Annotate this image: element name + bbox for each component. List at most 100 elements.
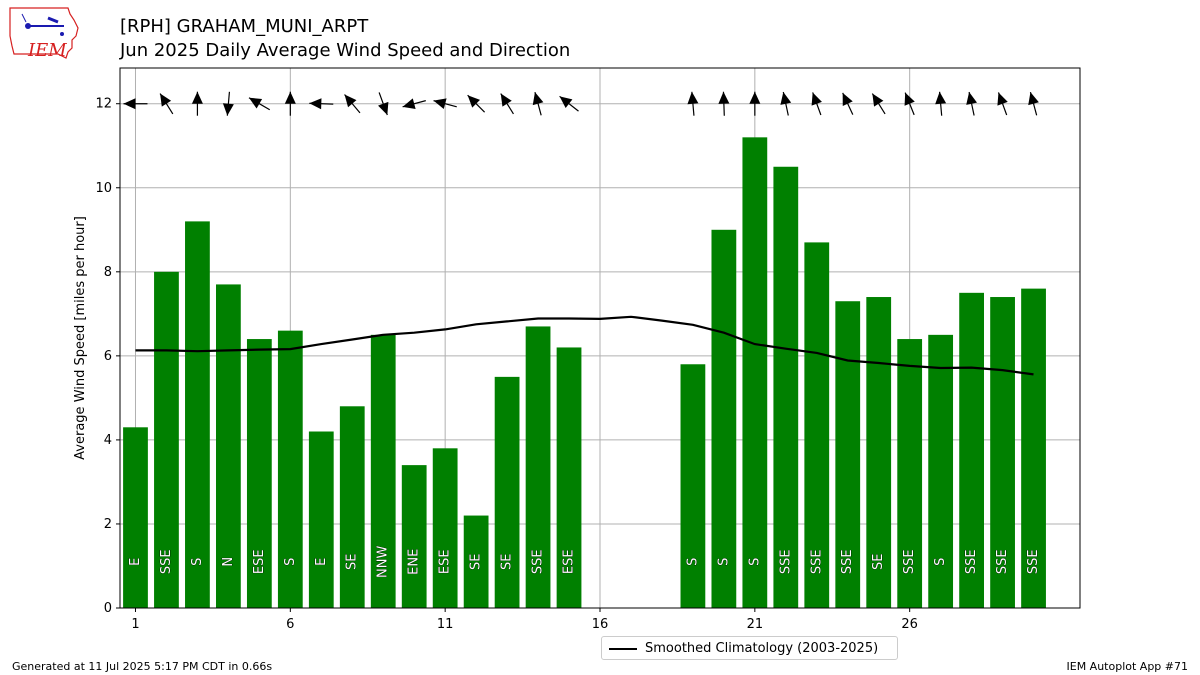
bar xyxy=(463,515,489,608)
direction-label: SE xyxy=(469,554,484,570)
bar xyxy=(339,406,365,608)
y-tick-label: 10 xyxy=(95,181,112,196)
direction-label: ESE xyxy=(252,549,267,574)
direction-label: SSE xyxy=(778,549,793,574)
wind-arrow xyxy=(1028,91,1039,116)
x-tick-label: 26 xyxy=(901,617,918,632)
bar xyxy=(246,339,272,608)
direction-label: S xyxy=(685,558,700,566)
wind-arrow xyxy=(842,92,854,115)
direction-label: S xyxy=(190,558,205,566)
chart-title-line1: [RPH] GRAHAM_MUNI_ARPT xyxy=(120,16,369,37)
direction-label: SE xyxy=(500,554,515,570)
direction-label: SSE xyxy=(964,549,979,574)
wind-arrow xyxy=(402,98,426,110)
wind-arrow xyxy=(309,98,334,110)
direction-label: S xyxy=(283,558,298,566)
direction-label: E xyxy=(314,558,329,566)
wind-arrow xyxy=(935,91,947,116)
bar xyxy=(1021,288,1046,608)
wind-arrow xyxy=(378,92,389,116)
direction-label: SSE xyxy=(531,549,546,574)
bar xyxy=(804,242,830,608)
direction-label: S xyxy=(933,558,948,566)
direction-label: N xyxy=(221,557,236,567)
direction-label: E xyxy=(128,558,143,566)
app-id: IEM Autoplot App #71 xyxy=(1066,660,1189,673)
x-tick-label: 6 xyxy=(286,617,294,632)
chart-title-line2: Jun 2025 Daily Average Wind Speed and Di… xyxy=(120,40,571,61)
bar xyxy=(185,221,210,609)
bar xyxy=(897,339,923,608)
generated-timestamp: Generated at 11 Jul 2025 5:17 PM CDT in … xyxy=(12,660,273,673)
direction-labels: E SSE S N ESE S E SE NNW ENE ESE SE SE SSE ESE S S S SSE SS… xyxy=(128,545,1042,578)
iowa-map-icon xyxy=(9,7,79,59)
legend-line-swatch xyxy=(609,648,637,650)
x-axis-ticks: 1 6 11 16 21 26 xyxy=(131,608,918,632)
wind-arrow xyxy=(123,98,148,110)
bar xyxy=(370,334,396,608)
direction-label: ESE xyxy=(562,549,577,574)
wind-arrow xyxy=(811,92,822,116)
bar xyxy=(216,284,241,608)
wind-arrow xyxy=(467,94,486,113)
wind-arrow xyxy=(718,91,730,116)
direction-label: SSE xyxy=(995,549,1010,574)
wind-arrow xyxy=(222,91,234,116)
legend-label: Smoothed Climatology (2003-2025) xyxy=(645,641,879,656)
wind-arrow xyxy=(749,91,761,116)
direction-label: SSE xyxy=(840,549,855,574)
direction-label: S xyxy=(747,558,762,566)
logo-text: IEM xyxy=(28,40,67,61)
bar xyxy=(154,271,179,608)
y-tick-label: 6 xyxy=(104,349,112,364)
bar xyxy=(308,431,334,608)
direction-label: SSE xyxy=(902,549,917,574)
bar xyxy=(123,427,148,608)
y-tick-label: 12 xyxy=(95,97,112,112)
direction-label: NNW xyxy=(376,545,391,577)
wind-arrow xyxy=(191,91,203,116)
y-tick-label: 0 xyxy=(104,601,112,616)
direction-arrows xyxy=(123,91,1039,116)
x-tick-label: 1 xyxy=(131,617,139,632)
bar xyxy=(866,297,892,608)
bar xyxy=(990,297,1015,608)
direction-label: SSE xyxy=(809,549,824,574)
wind-arrow xyxy=(559,95,579,112)
direction-label: SSE xyxy=(1026,549,1041,574)
wind-arrow xyxy=(997,92,1008,116)
climatology-line xyxy=(135,315,1034,376)
wind-arrow xyxy=(532,91,544,116)
direction-label: SE xyxy=(871,554,886,570)
wind-arrow xyxy=(904,92,915,116)
wind-arrow xyxy=(687,91,699,116)
wind-arrow xyxy=(159,93,174,115)
direction-label: SSE xyxy=(159,549,174,574)
wind-arrow xyxy=(344,94,361,114)
direction-label: S xyxy=(716,558,731,566)
x-tick-label: 11 xyxy=(437,617,454,632)
bar xyxy=(742,137,768,609)
bar xyxy=(432,448,458,608)
wind-arrow xyxy=(433,98,457,110)
bar xyxy=(494,376,520,608)
y-axis-ticks: 0 2 4 6 8 10 12 xyxy=(95,97,120,616)
y-tick-label: 8 xyxy=(104,265,112,280)
y-tick-label: 2 xyxy=(104,517,112,532)
x-tick-label: 21 xyxy=(747,617,764,632)
wind-arrow xyxy=(780,91,792,116)
direction-label: ESE xyxy=(438,549,453,574)
legend: Smoothed Climatology (2003-2025) xyxy=(601,636,898,660)
bar xyxy=(835,301,861,608)
iem-logo: IEM xyxy=(8,6,80,61)
bar xyxy=(680,364,706,608)
y-tick-label: 4 xyxy=(104,433,112,448)
wind-arrow xyxy=(500,93,514,115)
wind-arrow xyxy=(248,97,271,111)
bar xyxy=(556,347,582,608)
wind-arrow xyxy=(284,91,296,116)
bar xyxy=(277,330,303,608)
bar xyxy=(525,326,551,608)
